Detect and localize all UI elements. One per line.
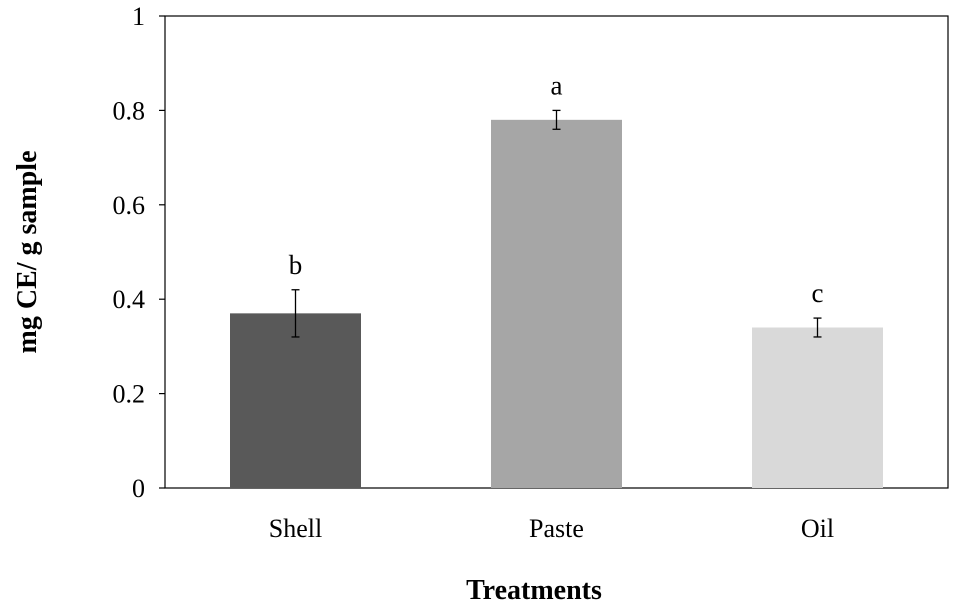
- bar-oil: [752, 327, 883, 488]
- bars-group: [230, 119, 883, 488]
- significance-letter-paste: a: [551, 70, 563, 100]
- bar-shell: [230, 313, 361, 488]
- x-category-label: Oil: [801, 514, 834, 543]
- x-category-label: Paste: [529, 514, 584, 543]
- error-bars-group: [291, 109, 822, 338]
- y-tick-label: 0.6: [113, 191, 146, 220]
- y-axis-ticks: 0 0.2 0.4 0.6 0.8 1: [113, 2, 165, 503]
- x-axis-categories: Shell Paste Oil: [269, 514, 834, 543]
- y-tick-label: 0.2: [113, 380, 146, 409]
- x-axis-title: Treatments: [466, 575, 602, 603]
- bar-paste: [491, 119, 622, 488]
- y-tick-label: 1: [132, 2, 145, 31]
- significance-letters-group: b a c: [289, 70, 824, 308]
- significance-letter-shell: b: [289, 250, 303, 280]
- y-tick-label: 0.4: [113, 285, 146, 314]
- y-tick-label: 0: [132, 474, 145, 503]
- x-category-label: Shell: [269, 514, 322, 543]
- y-axis-title: mg CE/ g sample: [12, 151, 43, 354]
- significance-letter-oil: c: [812, 278, 824, 308]
- y-tick-label: 0.8: [113, 96, 146, 125]
